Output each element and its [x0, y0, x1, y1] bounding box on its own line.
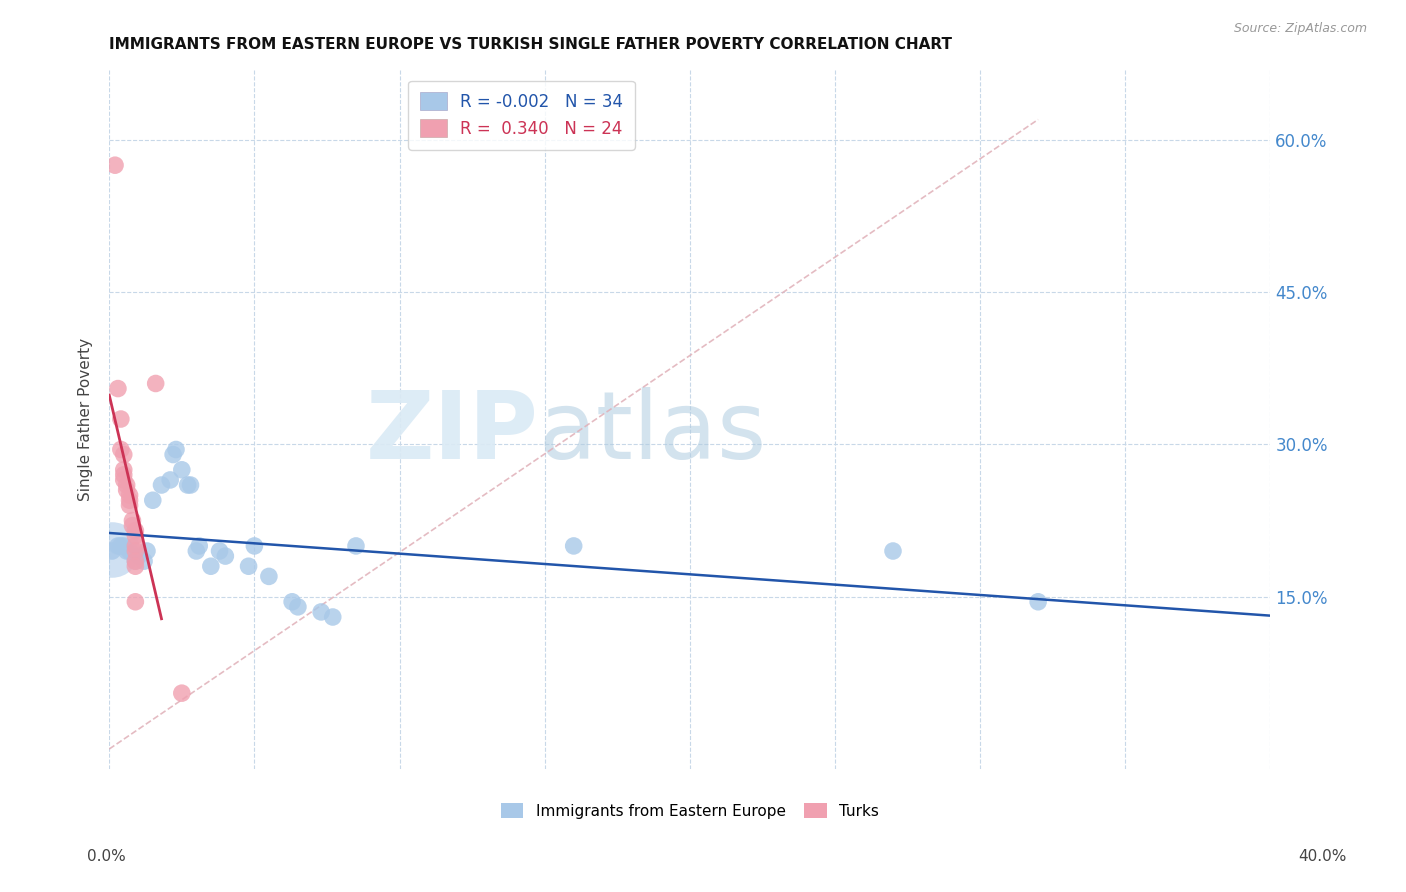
Legend: Immigrants from Eastern Europe, Turks: Immigrants from Eastern Europe, Turks — [495, 797, 886, 825]
Point — [118, 493, 141, 508]
Point — [150, 478, 173, 492]
Point — [112, 467, 135, 482]
Text: ZIP: ZIP — [366, 387, 538, 479]
Point — [124, 595, 146, 609]
Point — [287, 599, 309, 614]
Point — [118, 544, 141, 558]
Point — [180, 478, 202, 492]
Point — [882, 544, 904, 558]
Point — [344, 539, 367, 553]
Point — [124, 559, 146, 574]
Point — [309, 605, 332, 619]
Point — [107, 539, 129, 553]
Text: IMMIGRANTS FROM EASTERN EUROPE VS TURKISH SINGLE FATHER POVERTY CORRELATION CHAR: IMMIGRANTS FROM EASTERN EUROPE VS TURKIS… — [110, 37, 952, 53]
Text: atlas: atlas — [538, 387, 768, 479]
Point — [107, 382, 129, 396]
Point — [257, 569, 280, 583]
Point — [110, 442, 132, 457]
Point — [112, 463, 135, 477]
Point — [112, 473, 135, 487]
Point — [110, 539, 132, 553]
Point — [115, 478, 138, 492]
Point — [110, 412, 132, 426]
Point — [214, 549, 236, 563]
Point — [200, 559, 222, 574]
Point — [562, 539, 585, 553]
Point — [165, 442, 187, 457]
Point — [121, 514, 143, 528]
Point — [101, 543, 124, 558]
Point — [118, 488, 141, 502]
Point — [132, 554, 155, 568]
Point — [136, 544, 159, 558]
Point — [118, 499, 141, 513]
Point — [115, 544, 138, 558]
Point — [124, 524, 146, 538]
Point — [1026, 595, 1049, 609]
Y-axis label: Single Father Poverty: Single Father Poverty — [79, 337, 93, 500]
Point — [124, 544, 146, 558]
Point — [124, 529, 146, 543]
Point — [208, 544, 231, 558]
Point — [188, 539, 211, 553]
Point — [127, 549, 149, 563]
Point — [281, 595, 304, 609]
Point — [238, 559, 260, 574]
Point — [162, 448, 184, 462]
Point — [176, 478, 198, 492]
Point — [124, 554, 146, 568]
Point — [101, 544, 124, 558]
Point — [121, 518, 143, 533]
Text: 0.0%: 0.0% — [87, 849, 127, 864]
Text: Source: ZipAtlas.com: Source: ZipAtlas.com — [1233, 22, 1367, 36]
Point — [243, 539, 266, 553]
Point — [159, 473, 181, 487]
Point — [145, 376, 167, 391]
Point — [322, 610, 344, 624]
Point — [142, 493, 165, 508]
Point — [112, 539, 135, 553]
Point — [124, 539, 146, 553]
Point — [104, 158, 127, 172]
Point — [170, 686, 193, 700]
Point — [115, 483, 138, 497]
Text: 40.0%: 40.0% — [1299, 849, 1347, 864]
Point — [112, 448, 135, 462]
Point — [170, 463, 193, 477]
Point — [124, 554, 146, 568]
Point — [186, 544, 208, 558]
